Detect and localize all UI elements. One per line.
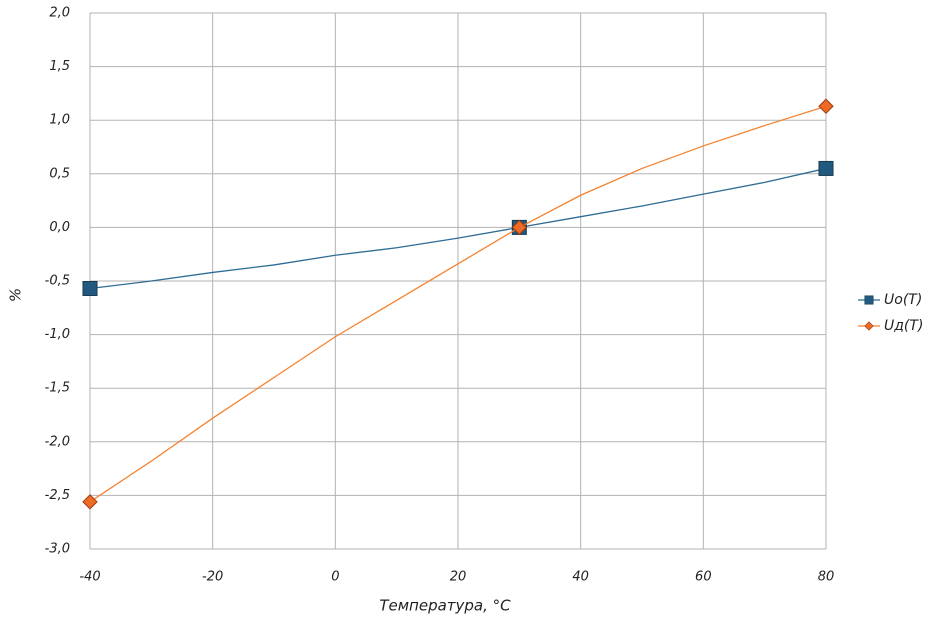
x-tick-label: -20 — [202, 570, 223, 585]
legend-marker — [864, 295, 874, 305]
series-line — [89, 167, 827, 290]
data-marker — [818, 98, 834, 114]
y-tick-label: -1,5 — [45, 381, 70, 396]
legend-label: Uo(T) — [884, 292, 922, 308]
data-marker — [82, 494, 98, 510]
x-tick-label: -40 — [79, 570, 100, 585]
y-tick-label: -0,5 — [45, 274, 70, 289]
y-tick-label: 1,5 — [49, 59, 70, 74]
data-marker — [82, 281, 98, 297]
y-axis-label: % — [7, 288, 25, 302]
x-tick-label: 20 — [450, 570, 467, 585]
x-tick-label: 80 — [818, 570, 835, 585]
y-tick-label: 0,5 — [49, 166, 70, 181]
y-tick-label: 0,0 — [49, 220, 70, 235]
x-tick-label: 0 — [331, 570, 339, 585]
legend-marker — [864, 321, 874, 331]
x-axis-label: Температура, °C — [379, 597, 511, 615]
series-line — [89, 105, 827, 503]
x-tick-label: 40 — [572, 570, 589, 585]
data-marker — [511, 219, 528, 236]
y-tick-label: -3,0 — [45, 542, 70, 557]
y-tick-label: -2,0 — [45, 434, 70, 449]
y-tick-label: 2,0 — [49, 6, 70, 21]
y-tick-label: 1,0 — [49, 113, 70, 128]
y-tick-label: -2,5 — [45, 488, 70, 503]
legend-label: Uд(T) — [884, 318, 923, 334]
y-tick-label: -1,0 — [45, 327, 70, 342]
data-marker — [818, 160, 834, 176]
x-tick-label: 60 — [695, 570, 712, 585]
